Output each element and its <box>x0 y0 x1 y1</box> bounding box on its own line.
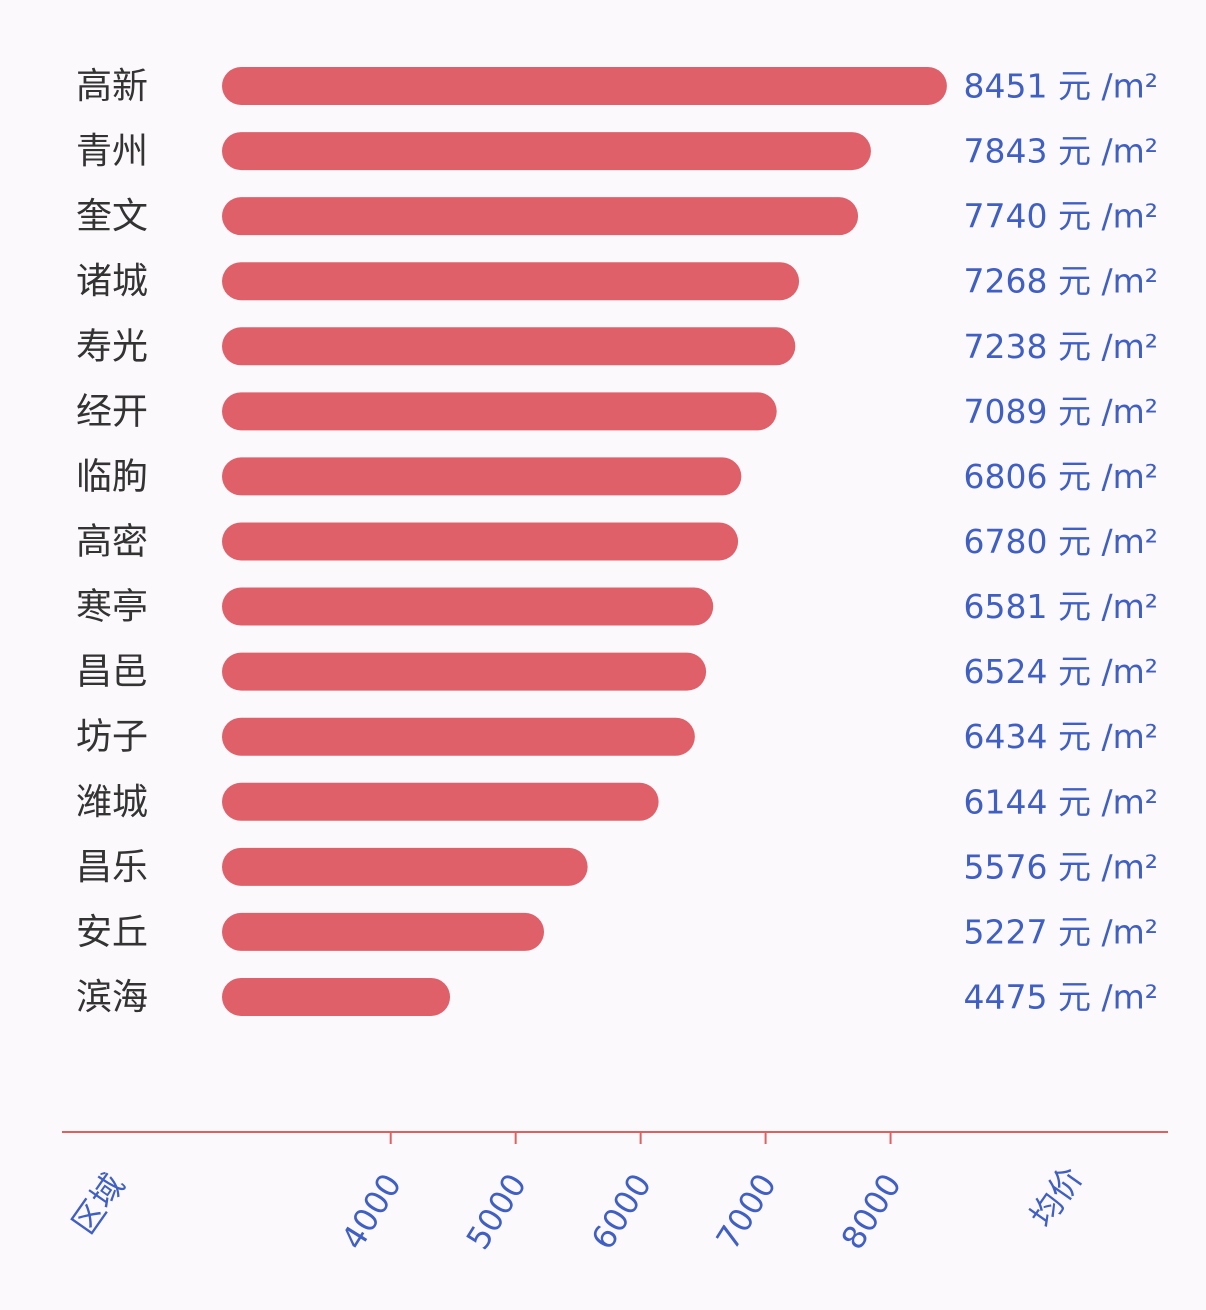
category-label: 青州 <box>76 131 148 172</box>
value-label: 8451 元 /m² <box>964 67 1158 106</box>
category-label: 奎文 <box>76 196 148 237</box>
value-label: 6144 元 /m² <box>964 782 1158 821</box>
category-label: 滨海 <box>76 977 148 1018</box>
category-label: 昌乐 <box>76 847 148 888</box>
category-label: 诸城 <box>76 261 148 302</box>
bar <box>222 392 777 431</box>
bar <box>222 977 451 1016</box>
value-label: 5227 元 /m² <box>964 912 1158 951</box>
category-label: 高新 <box>76 66 148 107</box>
x-axis-label: 区域 <box>64 1167 132 1241</box>
bar <box>222 912 545 951</box>
x-tick-label: 6000 <box>584 1167 659 1256</box>
category-label: 坊子 <box>76 717 148 758</box>
x-tick-label: 4000 <box>334 1167 409 1256</box>
category-label: 寿光 <box>76 326 148 367</box>
category-label: 经开 <box>76 391 148 432</box>
x-tick-label: 8000 <box>834 1167 909 1256</box>
value-label: 6806 元 /m² <box>964 457 1158 496</box>
value-label: 6524 元 /m² <box>964 652 1158 691</box>
value-label: 7740 元 /m² <box>964 197 1158 236</box>
bar <box>222 522 739 561</box>
value-label: 7268 元 /m² <box>964 262 1158 301</box>
bar <box>222 67 947 105</box>
category-label: 潍城 <box>76 782 148 823</box>
category-label: 寒亭 <box>76 587 148 628</box>
bar <box>222 652 707 691</box>
value-label: 7089 元 /m² <box>964 392 1158 431</box>
bar <box>222 782 659 821</box>
value-label: 6780 元 /m² <box>964 522 1158 561</box>
value-label: 7843 元 /m² <box>964 132 1158 171</box>
value-label: 7238 元 /m² <box>964 327 1158 366</box>
value-label: 5576 元 /m² <box>964 847 1158 886</box>
value-axis-label: 均价 <box>1022 1160 1090 1234</box>
bar <box>222 847 588 886</box>
bar <box>222 262 800 301</box>
category-label: 安丘 <box>76 912 148 953</box>
x-tick-label: 5000 <box>459 1167 534 1256</box>
x-tick-label: 7000 <box>709 1167 784 1256</box>
bar <box>222 717 695 756</box>
bar <box>222 587 714 626</box>
value-label: 4475 元 /m² <box>964 977 1158 1016</box>
category-label: 高密 <box>76 521 148 562</box>
category-label: 昌邑 <box>76 652 148 693</box>
value-label: 6434 元 /m² <box>964 717 1158 756</box>
bar <box>222 327 796 366</box>
category-label: 临朐 <box>76 456 148 497</box>
bar <box>222 197 859 236</box>
value-label: 6581 元 /m² <box>964 587 1158 626</box>
bar <box>222 457 742 496</box>
bar <box>222 132 871 171</box>
